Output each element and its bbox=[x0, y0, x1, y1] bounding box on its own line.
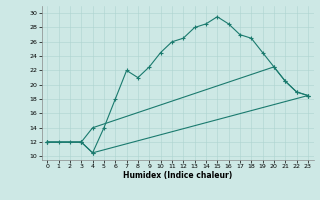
X-axis label: Humidex (Indice chaleur): Humidex (Indice chaleur) bbox=[123, 171, 232, 180]
